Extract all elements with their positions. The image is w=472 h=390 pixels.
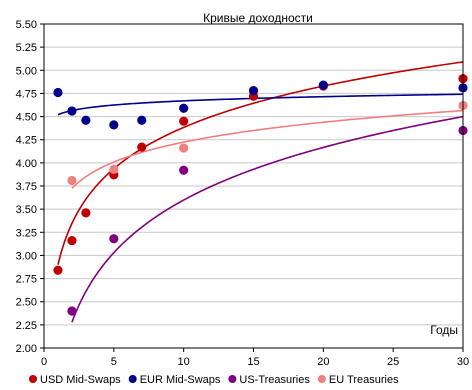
- point-eur-mid-swaps: [248, 86, 259, 96]
- x-tick-label: 0: [41, 356, 47, 368]
- point-usd-mid-swaps: [137, 142, 147, 152]
- point-usd-mid-swaps: [179, 116, 189, 126]
- legend-marker-usd-mid-swaps: [29, 375, 37, 383]
- legend-label-us-treasuries: US-Treasuries: [239, 374, 310, 386]
- legend-marker-eur-mid-swaps: [128, 375, 137, 383]
- y-tick-label: 4.25: [16, 135, 37, 147]
- x-axis-label: Годы: [430, 323, 458, 337]
- trendline-usd-mid-swaps: [57, 61, 464, 265]
- x-tick-label: 15: [247, 356, 259, 368]
- legend-marker-us-treasuries: [228, 375, 237, 383]
- point-eur-mid-swaps: [318, 80, 328, 90]
- y-axis-ticks: 2.00 2.25 2.50 2.75 3.00 3.25 3.50 3.75 4.00 4.25…: [16, 19, 44, 355]
- point-eu-treasuries: [67, 175, 77, 186]
- y-tick-label: 2.50: [16, 297, 37, 309]
- point-usd-mid-swaps: [81, 208, 91, 218]
- point-usd-mid-swaps: [67, 236, 77, 246]
- point-eur-mid-swaps: [53, 87, 63, 98]
- point-eur-mid-swaps: [179, 103, 189, 113]
- x-tick-label: 10: [178, 356, 190, 368]
- legend-marker-eu-treasuries: [317, 375, 326, 383]
- y-tick-label: 3.25: [16, 227, 37, 239]
- y-tick-label: 3.00: [16, 250, 37, 262]
- x-tick-label: 30: [457, 356, 469, 368]
- legend: USD Mid-Swaps EUR Mid-Swaps US-Treasuries E…: [29, 374, 399, 386]
- point-eu-treasuries: [179, 143, 189, 153]
- legend-label-usd-mid-swaps: USD Mid-Swaps: [40, 374, 121, 386]
- y-tick-label: 5.50: [16, 19, 37, 31]
- point-eur-mid-swaps: [109, 120, 119, 130]
- chart-title: Кривые доходности: [203, 11, 313, 25]
- point-us-treasuries: [109, 234, 119, 244]
- x-tick-label: 25: [387, 356, 399, 368]
- point-us-treasuries: [179, 165, 189, 175]
- legend-label-eur-mid-swaps: EUR Mid-Swaps: [140, 374, 221, 386]
- point-eur-mid-swaps: [137, 115, 147, 125]
- y-tick-label: 4.00: [16, 158, 37, 170]
- y-tick-label: 2.00: [16, 343, 37, 355]
- y-tick-label: 2.75: [16, 274, 37, 286]
- y-tick-label: 4.75: [16, 88, 37, 100]
- x-axis-ticks: 0 5 10 15 20 25 30: [41, 348, 469, 368]
- y-tick-label: 5.00: [16, 65, 37, 77]
- y-tick-label: 3.75: [16, 181, 37, 193]
- x-tick-label: 5: [111, 356, 117, 368]
- y-tick-label: 2.25: [16, 320, 37, 332]
- point-eur-mid-swaps: [67, 106, 77, 116]
- trendline-eu-treasuries: [71, 109, 464, 189]
- grid-lines: [44, 23, 463, 349]
- point-us-treasuries: [67, 306, 77, 316]
- trendline-eur-mid-swaps: [57, 93, 464, 116]
- legend-label-eu-treasuries: EU Treasuries: [329, 374, 399, 386]
- y-tick-label: 3.50: [16, 204, 37, 216]
- trendline-us-treasuries: [71, 115, 464, 323]
- data-points: [53, 74, 468, 316]
- point-usd-mid-swaps: [53, 265, 63, 275]
- y-tick-label: 5.25: [16, 42, 37, 54]
- point-eu-treasuries: [109, 164, 119, 174]
- x-tick-label: 20: [317, 356, 329, 368]
- point-eur-mid-swaps: [81, 115, 91, 125]
- trend-lines: [57, 61, 464, 323]
- y-tick-label: 4.50: [16, 112, 37, 124]
